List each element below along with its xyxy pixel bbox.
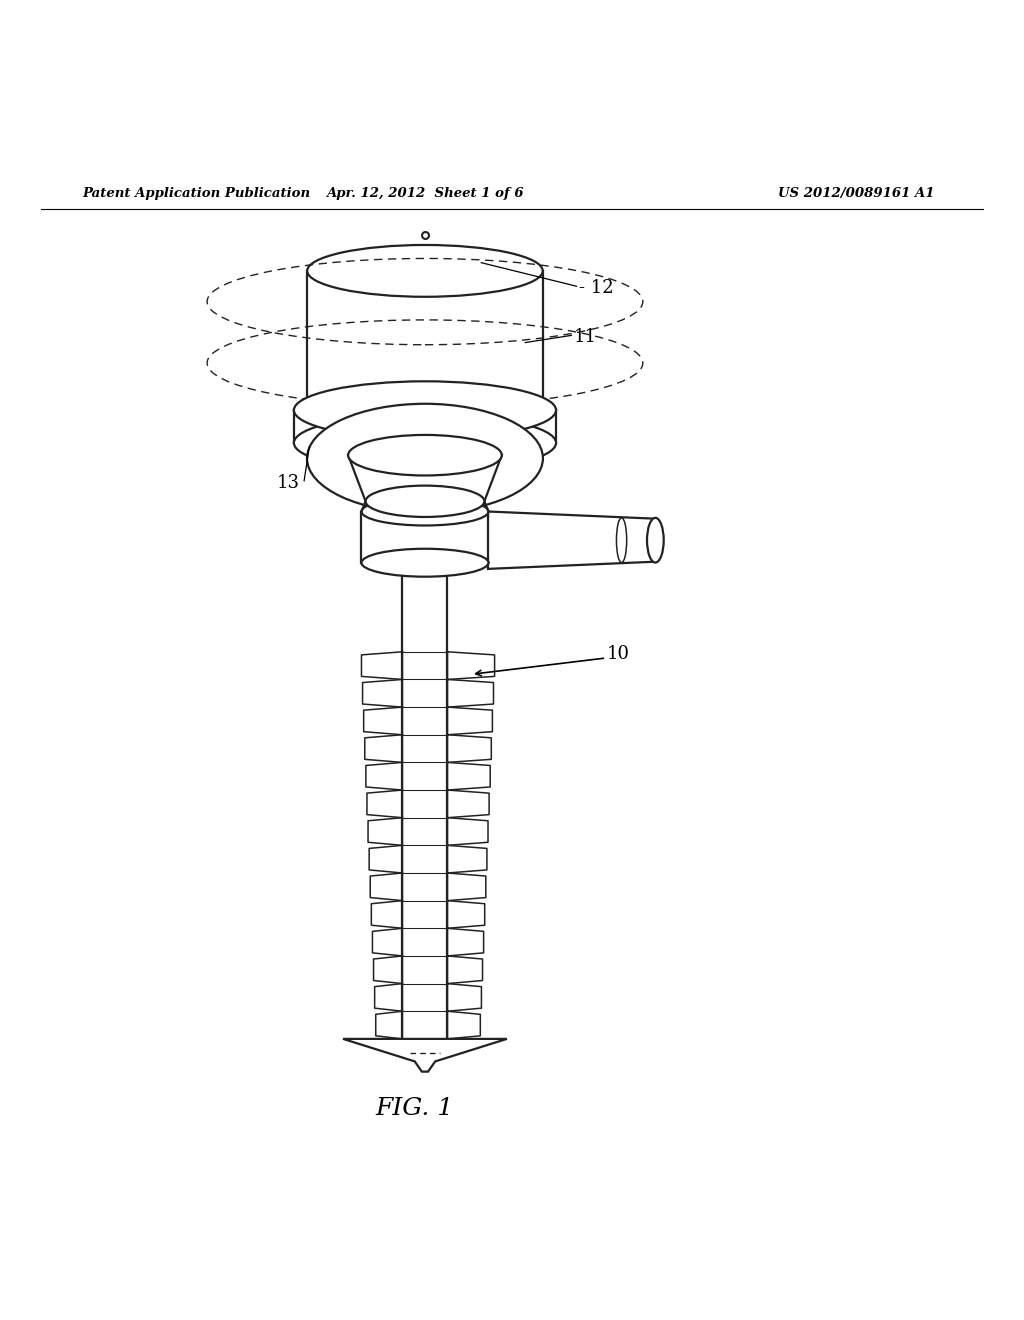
Polygon shape bbox=[447, 680, 494, 708]
Polygon shape bbox=[368, 817, 402, 845]
Polygon shape bbox=[447, 1011, 480, 1039]
Ellipse shape bbox=[294, 381, 556, 440]
Text: 13: 13 bbox=[276, 474, 299, 492]
Polygon shape bbox=[373, 928, 402, 956]
Polygon shape bbox=[371, 873, 402, 900]
Polygon shape bbox=[447, 873, 485, 900]
Polygon shape bbox=[447, 845, 487, 873]
Polygon shape bbox=[447, 817, 488, 845]
Polygon shape bbox=[374, 956, 402, 983]
Ellipse shape bbox=[307, 246, 543, 297]
Text: FIG. 1: FIG. 1 bbox=[376, 1097, 454, 1119]
Text: Patent Application Publication: Patent Application Publication bbox=[82, 186, 310, 199]
Polygon shape bbox=[402, 568, 447, 649]
Polygon shape bbox=[376, 1011, 402, 1039]
Polygon shape bbox=[447, 652, 495, 680]
Ellipse shape bbox=[361, 549, 488, 577]
Polygon shape bbox=[375, 983, 402, 1011]
Polygon shape bbox=[369, 845, 402, 873]
Polygon shape bbox=[447, 708, 493, 735]
Polygon shape bbox=[447, 735, 492, 763]
Ellipse shape bbox=[402, 561, 447, 576]
Polygon shape bbox=[307, 271, 543, 409]
Ellipse shape bbox=[361, 498, 488, 525]
Polygon shape bbox=[364, 708, 402, 735]
Polygon shape bbox=[447, 791, 489, 817]
Polygon shape bbox=[447, 763, 490, 791]
Polygon shape bbox=[447, 983, 481, 1011]
Polygon shape bbox=[343, 1039, 507, 1072]
Polygon shape bbox=[365, 735, 402, 763]
Polygon shape bbox=[361, 652, 402, 680]
Polygon shape bbox=[294, 407, 556, 411]
Polygon shape bbox=[447, 900, 484, 928]
Polygon shape bbox=[361, 512, 488, 562]
Polygon shape bbox=[367, 791, 402, 817]
Text: 10: 10 bbox=[607, 645, 630, 663]
Ellipse shape bbox=[307, 404, 543, 512]
Ellipse shape bbox=[307, 383, 543, 436]
Text: 11: 11 bbox=[573, 329, 596, 346]
Ellipse shape bbox=[366, 486, 484, 517]
Ellipse shape bbox=[647, 517, 664, 562]
Polygon shape bbox=[348, 455, 502, 502]
Polygon shape bbox=[447, 956, 482, 983]
Polygon shape bbox=[362, 680, 402, 708]
Text: Apr. 12, 2012  Sheet 1 of 6: Apr. 12, 2012 Sheet 1 of 6 bbox=[327, 186, 523, 199]
Polygon shape bbox=[447, 928, 483, 956]
Text: - 12: - 12 bbox=[579, 280, 613, 297]
Polygon shape bbox=[372, 900, 402, 928]
Polygon shape bbox=[366, 763, 402, 791]
Text: US 2012/0089161 A1: US 2012/0089161 A1 bbox=[778, 186, 935, 199]
Ellipse shape bbox=[294, 414, 556, 471]
Ellipse shape bbox=[348, 434, 502, 475]
